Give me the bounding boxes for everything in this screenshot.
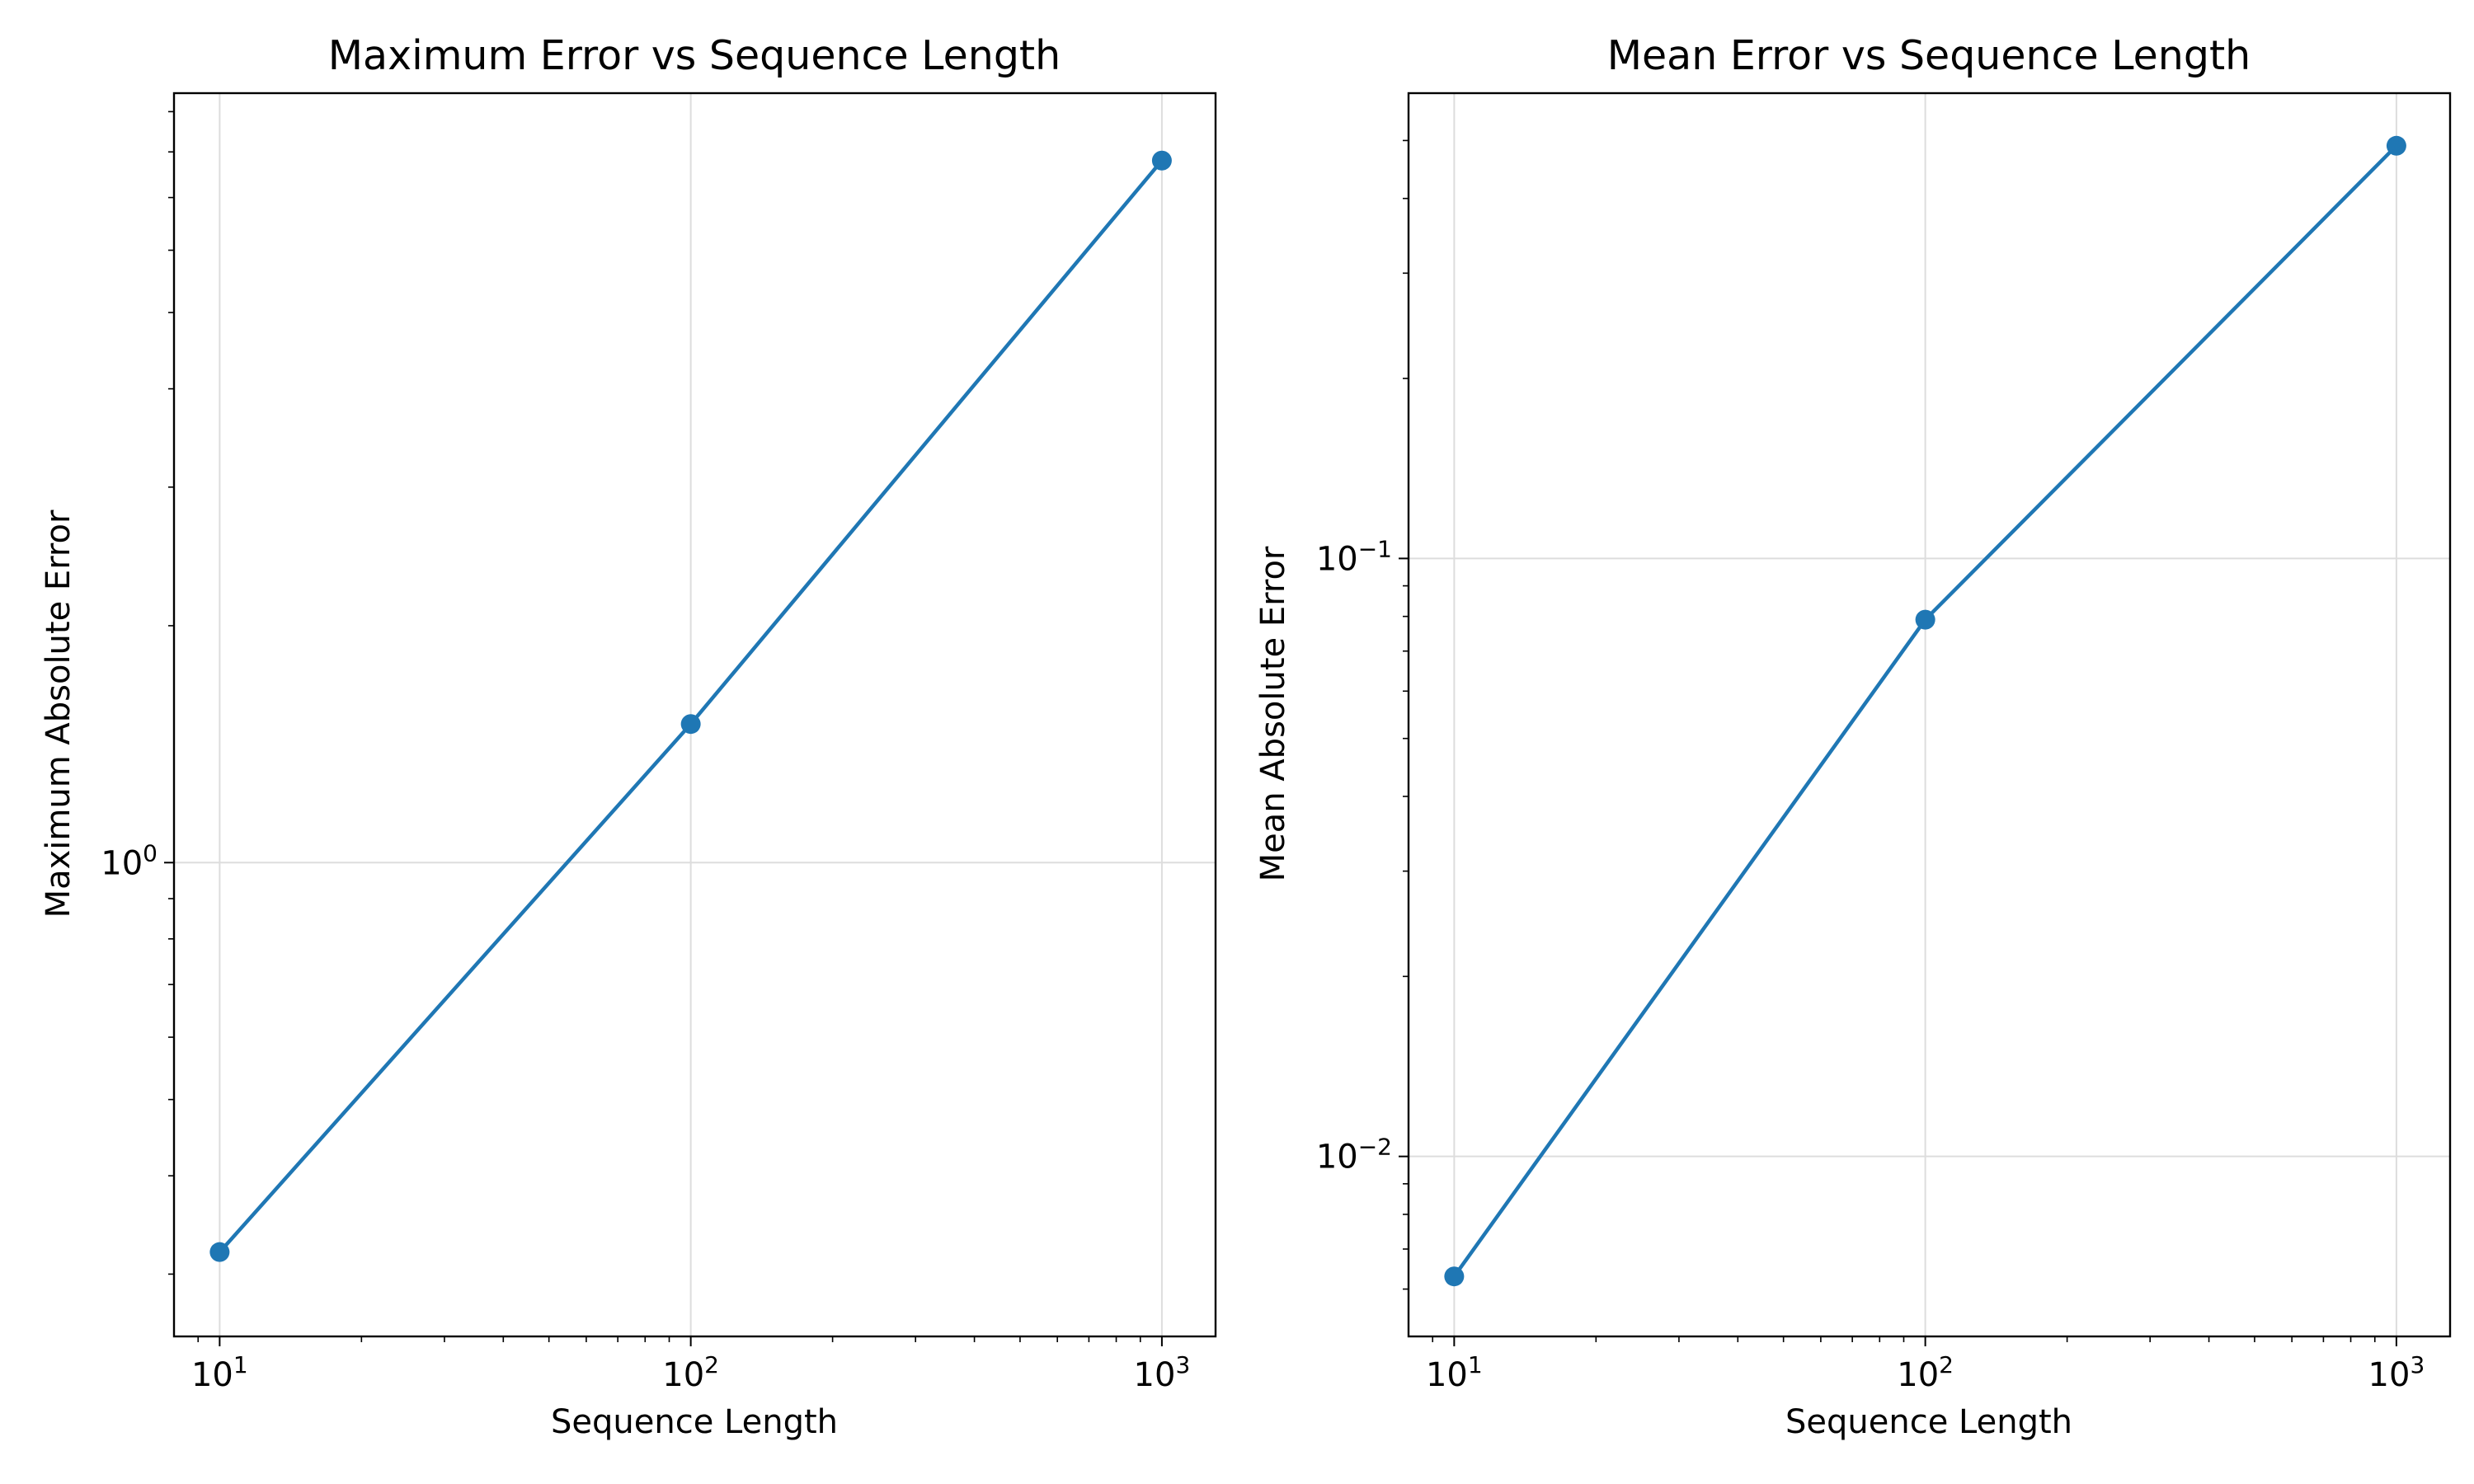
y-axis-label: Mean Absolute Error bbox=[1254, 546, 1292, 881]
y-tick-label: 100 bbox=[101, 839, 158, 882]
y-axis-label: Maximum Absolute Error bbox=[40, 510, 78, 918]
data-point bbox=[1444, 1266, 1465, 1287]
x-tick-label: 102 bbox=[1897, 1351, 1954, 1394]
x-tick-label: 101 bbox=[191, 1351, 248, 1394]
chart-title: Mean Error vs Sequence Length bbox=[1607, 32, 2251, 79]
data-point bbox=[680, 714, 701, 735]
mean-error-chart: Mean Error vs Sequence Length 101 102 103 1… bbox=[1254, 32, 2452, 1441]
plot-frame bbox=[1407, 92, 2452, 1338]
data-point bbox=[209, 1242, 230, 1262]
x-axis-label: Sequence Length bbox=[551, 1403, 838, 1441]
y-tick-label: 10−1 bbox=[1316, 535, 1392, 578]
data-point bbox=[2386, 135, 2406, 156]
x-tick-label: 101 bbox=[1426, 1351, 1483, 1394]
x-tick-label: 102 bbox=[662, 1351, 719, 1394]
x-tick-label: 103 bbox=[2368, 1351, 2425, 1394]
x-axis-label: Sequence Length bbox=[1785, 1403, 2072, 1441]
data-point bbox=[1915, 609, 1935, 630]
chart-title: Maximum Error vs Sequence Length bbox=[328, 32, 1061, 79]
max-error-chart: Maximum Error vs Sequence Length 101 102 1… bbox=[40, 32, 1217, 1441]
data-point bbox=[1151, 150, 1172, 171]
y-tick-label: 10−2 bbox=[1316, 1134, 1392, 1176]
plot-frame bbox=[172, 92, 1217, 1338]
x-tick-label: 103 bbox=[1134, 1351, 1191, 1394]
